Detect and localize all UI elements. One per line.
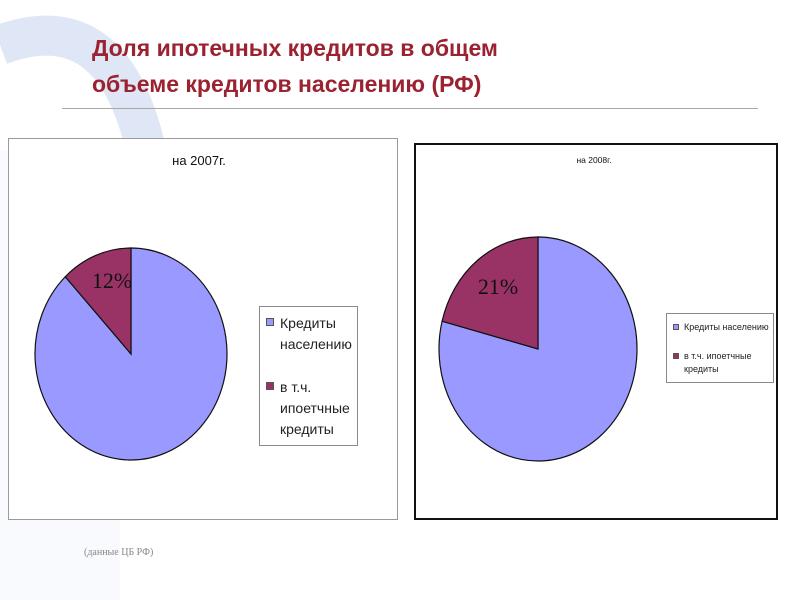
chart-2008-legend-label-1: Кредиты населению <box>684 322 769 332</box>
legend-swatch <box>673 353 679 359</box>
chart-2008-legend-item-1: Кредиты населению <box>673 321 769 334</box>
legend-swatch <box>266 382 274 390</box>
legend-swatch <box>673 324 679 330</box>
source-note: (данные ЦБ РФ) <box>84 547 154 558</box>
chart-2008-legend-label-2: в т.ч. ипоетчные кредиты <box>684 351 752 374</box>
chart-2007-plot: на 2007г. 12% <box>34 153 228 461</box>
pie-slice-1 <box>438 236 638 462</box>
legend-swatch <box>266 318 274 326</box>
chart-2007-legend-item-2: в т.ч. ипоетчные кредиты <box>266 377 353 440</box>
slide-title-line-1: Доля ипотечных кредитов в общем <box>92 35 498 61</box>
chart-2007-legend: Кредиты населению в т.ч. ипоетчные креди… <box>259 306 358 446</box>
chart-2008-legend: Кредиты населению в т.ч. ипоетчные креди… <box>666 313 774 383</box>
title-divider <box>62 108 758 109</box>
chart-2007-slices <box>34 247 228 461</box>
chart-2008-plot: на 2008г. 21% <box>438 155 638 462</box>
pie-slice-2 <box>64 247 132 356</box>
slide-title-line-2: объеме кредитов населению (РФ) <box>92 71 482 97</box>
chart-2007-percent-label: 12% <box>92 268 132 293</box>
chart-2007-frame: на 2007г. 12% Кредиты населению в т.ч. и… <box>8 138 398 520</box>
chart-2007-legend-item-1: Кредиты населению <box>266 313 353 355</box>
chart-2007-title: на 2007г. <box>172 153 226 168</box>
chart-2008-title: на 2008г. <box>576 155 611 165</box>
slide-title: Доля ипотечных кредитов в общем объеме к… <box>92 30 732 102</box>
chart-2008-frame: на 2008г. 21% Кредиты населению в т.ч. и… <box>414 143 778 520</box>
chart-2007-legend-label-1: Кредиты населению <box>280 315 352 352</box>
pie-slice-2 <box>441 236 539 350</box>
chart-2008-slices <box>438 236 638 462</box>
chart-2008-percent-label: 21% <box>478 274 518 299</box>
chart-2008-legend-item-2: в т.ч. ипоетчные кредиты <box>673 350 769 376</box>
chart-2007-legend-label-2: в т.ч. ипоетчные кредиты <box>280 379 350 437</box>
